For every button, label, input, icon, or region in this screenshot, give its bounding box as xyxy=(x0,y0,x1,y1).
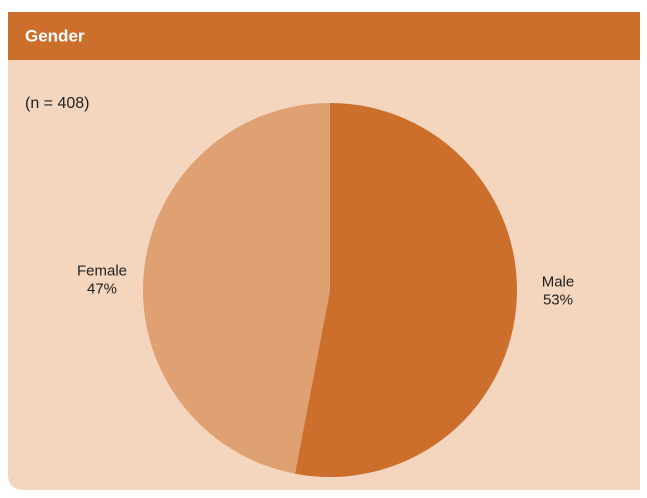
pie-slice xyxy=(143,103,330,474)
slice-label: Female xyxy=(77,262,127,279)
slice-value-label: 53% xyxy=(543,292,573,309)
chart-title: Gender xyxy=(25,26,85,45)
chart-subtitle: (n = 408) xyxy=(25,95,89,112)
pie-slice xyxy=(294,103,518,478)
slice-label: Male xyxy=(542,274,575,291)
header-bar xyxy=(8,12,640,60)
slice-value-label: 47% xyxy=(87,280,117,297)
